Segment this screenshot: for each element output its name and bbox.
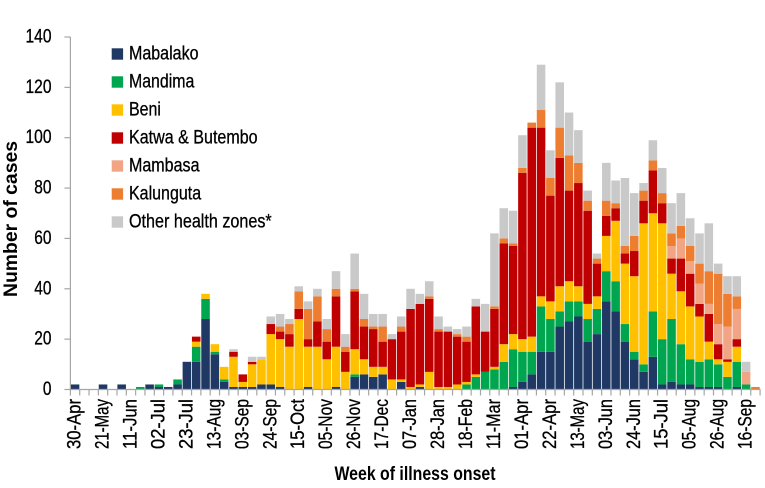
svg-text:24-Sep: 24-Sep	[260, 399, 281, 449]
svg-text:Mabalako: Mabalako	[129, 44, 199, 65]
svg-text:03-Sep: 03-Sep	[232, 399, 253, 449]
svg-text:05-Nov: 05-Nov	[316, 399, 337, 449]
svg-text:11-Jun: 11-Jun	[120, 399, 141, 449]
svg-text:Week of illness onset: Week of illness onset	[335, 464, 497, 485]
svg-text:20: 20	[34, 329, 51, 350]
svg-text:60: 60	[34, 228, 51, 249]
svg-text:18-Feb: 18-Feb	[456, 399, 477, 449]
svg-text:Beni: Beni	[129, 100, 161, 121]
svg-text:Mandima: Mandima	[129, 72, 195, 93]
svg-text:100: 100	[26, 127, 52, 148]
svg-text:11-Mar: 11-Mar	[484, 398, 505, 449]
svg-text:15-Jul: 15-Jul	[652, 399, 673, 449]
svg-text:Number of cases: Number of cases	[1, 141, 22, 297]
svg-text:07-Jan: 07-Jan	[400, 399, 421, 449]
svg-text:13-Aug: 13-Aug	[204, 399, 225, 449]
svg-text:02-Jul: 02-Jul	[148, 399, 169, 449]
svg-text:Kalunguta: Kalunguta	[129, 184, 201, 205]
svg-text:01-Apr: 01-Apr	[512, 398, 533, 449]
svg-text:13-May: 13-May	[568, 399, 589, 449]
svg-text:26-Aug: 26-Aug	[708, 399, 729, 449]
svg-text:23-Jul: 23-Jul	[176, 399, 197, 449]
svg-text:21-May: 21-May	[93, 399, 114, 449]
svg-text:Mambasa: Mambasa	[129, 156, 200, 177]
svg-text:120: 120	[26, 77, 52, 98]
svg-text:03-Jun: 03-Jun	[596, 399, 617, 449]
svg-text:28-Jan: 28-Jan	[428, 399, 449, 449]
svg-text:0: 0	[43, 379, 52, 400]
svg-text:Other health zones*: Other health zones*	[129, 212, 272, 233]
svg-text:15-Oct: 15-Oct	[288, 398, 309, 449]
svg-text:26-Nov: 26-Nov	[344, 399, 365, 449]
svg-text:22-Apr: 22-Apr	[540, 398, 561, 449]
svg-text:17-Dec: 17-Dec	[372, 399, 393, 449]
svg-text:80: 80	[34, 178, 51, 199]
svg-text:40: 40	[34, 278, 51, 299]
svg-text:Katwa & Butembo: Katwa & Butembo	[129, 128, 258, 149]
svg-text:16-Sep: 16-Sep	[736, 399, 757, 449]
svg-text:30-Apr: 30-Apr	[65, 398, 86, 449]
svg-text:140: 140	[26, 27, 52, 48]
svg-text:24-Jun: 24-Jun	[624, 399, 645, 449]
svg-text:05-Aug: 05-Aug	[680, 399, 701, 449]
